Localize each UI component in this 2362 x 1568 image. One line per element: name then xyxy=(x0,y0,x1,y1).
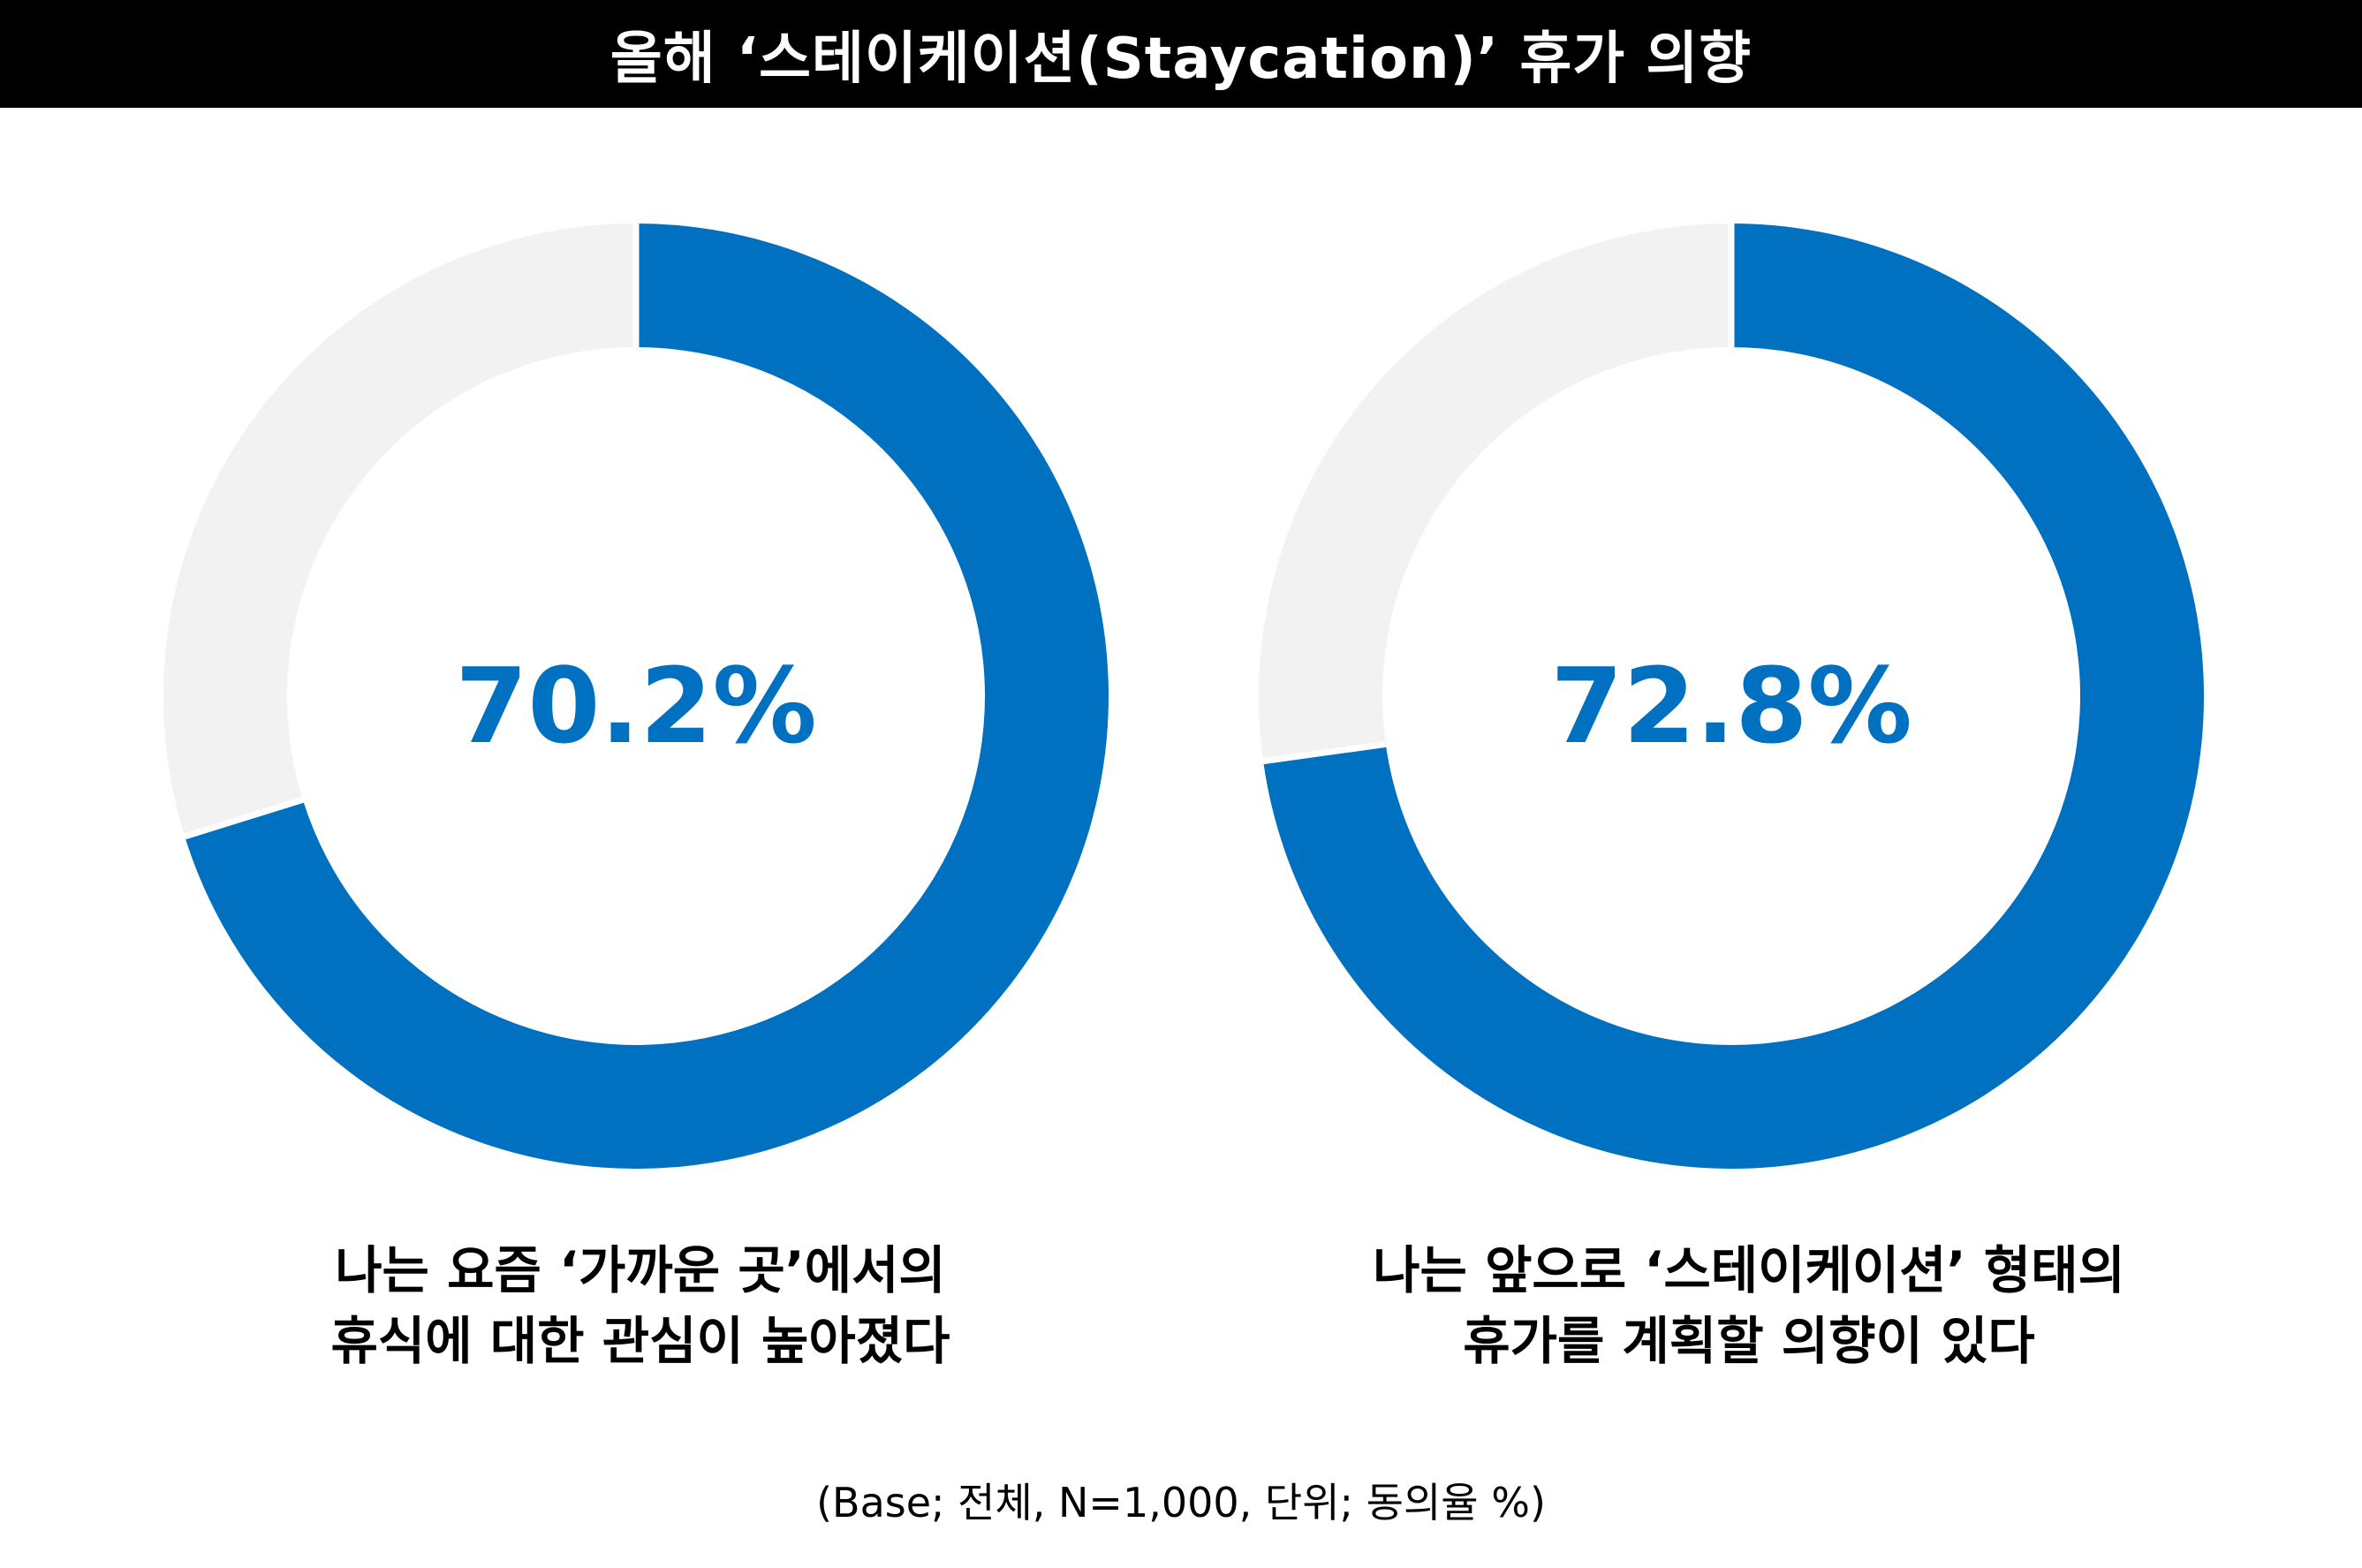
donut-chart-right: 72.8% xyxy=(1259,220,2204,1169)
caption-right: 나는 앞으로 ‘스테이케이션’ 형태의 휴가를 계획할 의향이 있다 xyxy=(1263,1235,2235,1376)
caption-right-line-2: 휴가를 계획할 의향이 있다 xyxy=(1463,1311,2035,1371)
slice-separator xyxy=(1259,740,1390,765)
chart-title: 올해 ‘스테이케이션(Staycation)’ 휴가 의향 xyxy=(609,27,1753,92)
caption-right-line-1: 나는 앞으로 ‘스테이케이션’ 형태의 xyxy=(1373,1240,2125,1300)
caption-left-line-2: 휴식에 대한 관심이 높아졌다 xyxy=(330,1311,950,1371)
donut-value-label: 70.2% xyxy=(455,645,816,767)
donut-slice-remainder xyxy=(1259,223,1731,761)
title-bar: 올해 ‘스테이케이션(Staycation)’ 휴가 의향 xyxy=(0,0,2362,108)
slice-separator xyxy=(180,795,307,841)
caption-left: 나는 요즘 ‘가까운 곳’에서의 휴식에 대한 관심이 높아졌다 xyxy=(155,1235,1126,1376)
caption-left-line-1: 나는 요즘 ‘가까운 곳’에서의 xyxy=(335,1240,946,1300)
donut-value-label: 72.8% xyxy=(1550,645,1912,767)
donut-slice-remainder xyxy=(163,223,636,837)
donut-chart-left: 70.2% xyxy=(163,220,1109,1169)
footnote: (Base; 전체, N=1,000, 단위; 동의율 %) xyxy=(816,1479,1546,1526)
